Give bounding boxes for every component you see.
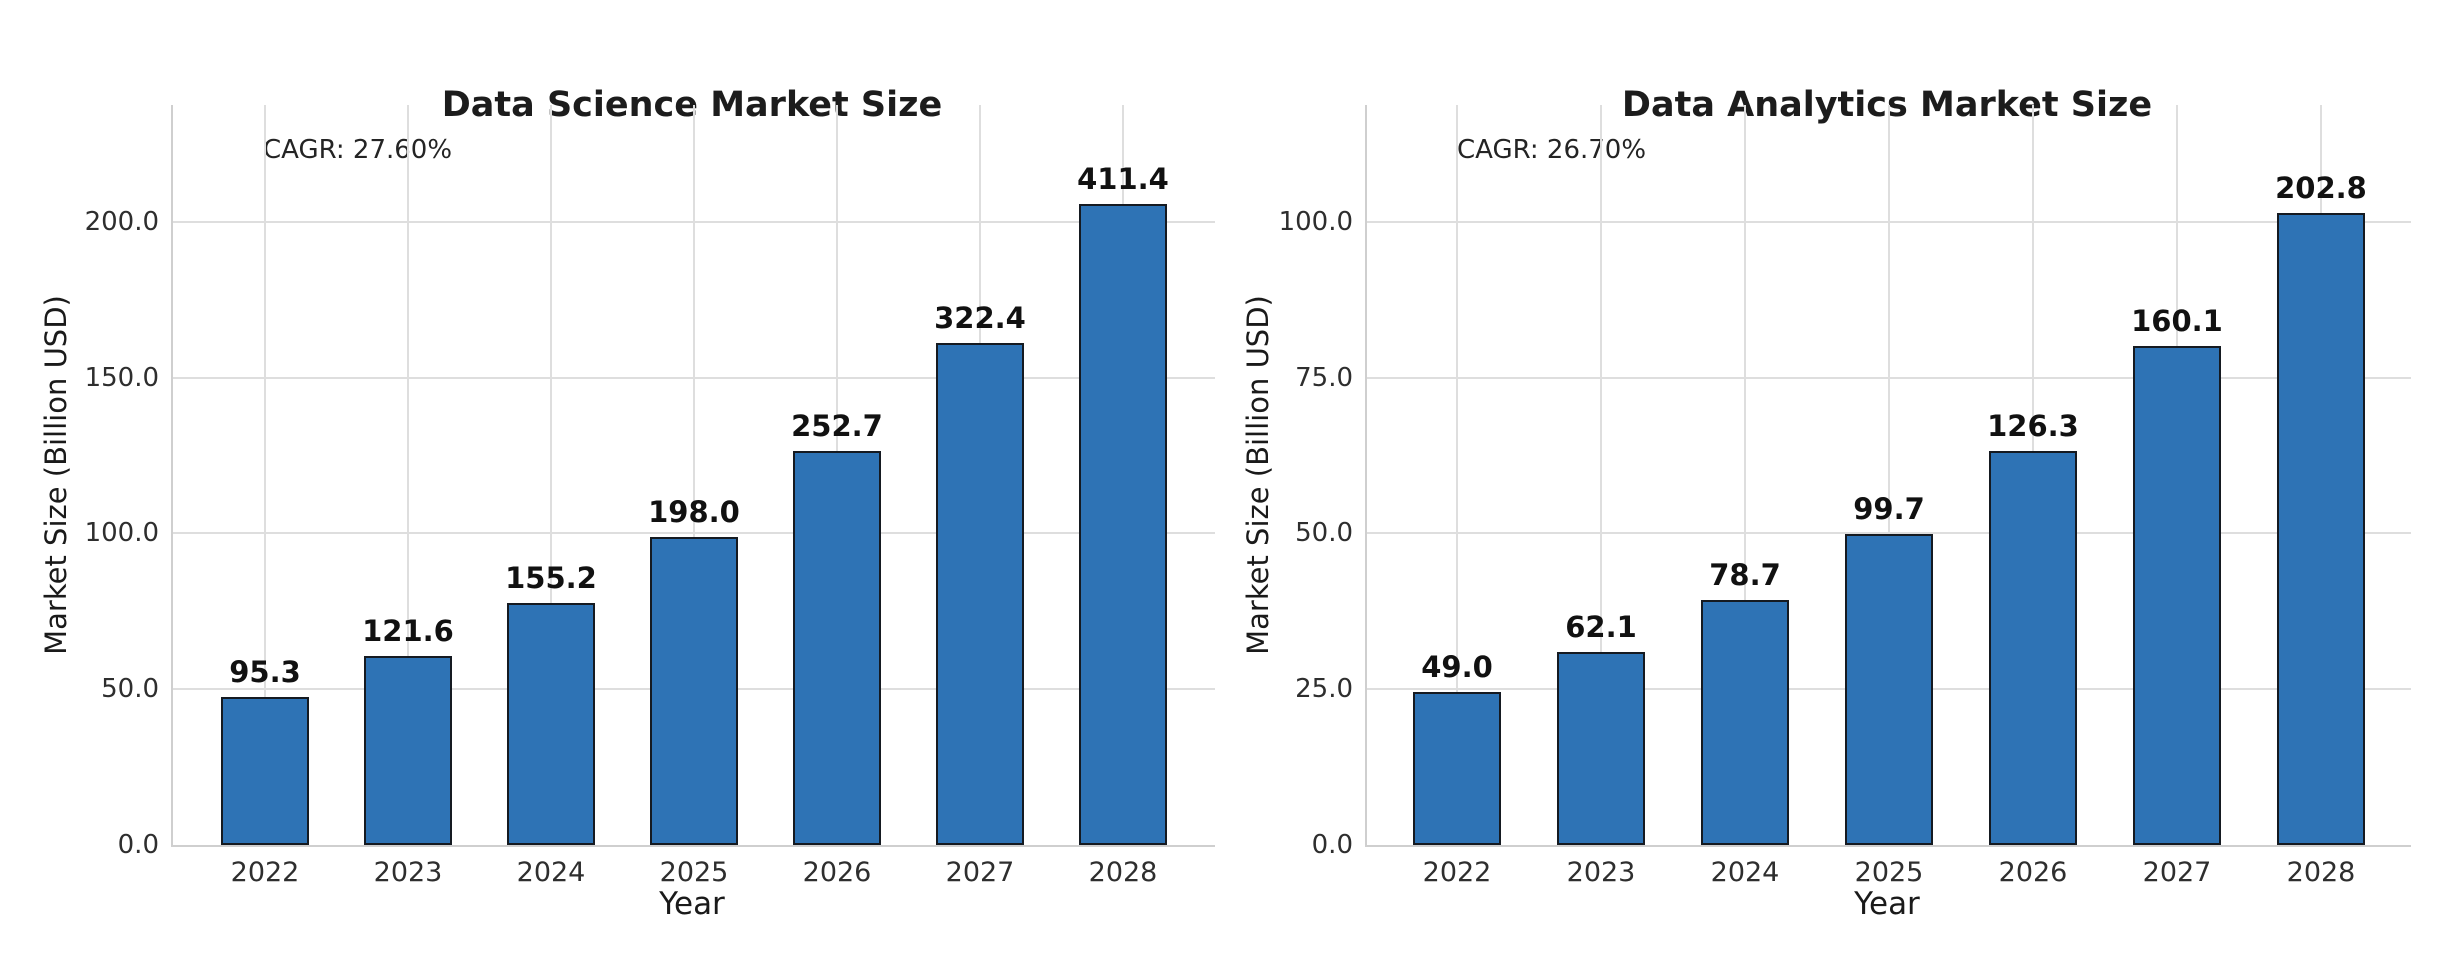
bar-value-label: 95.3 [229,654,301,689]
bar [650,536,738,845]
plot-area: CAGR: 27.60% 0.0 50.0 100.0 150.0 200.0 95.3 2… [85,105,1215,888]
y-tick-label: 50.0 [1295,518,1353,549]
x-tick-label: 2025 [1854,857,1924,888]
v-gridline [1600,105,1602,845]
chart-title: Data Analytics Market Size [1621,85,2153,126]
y-tick-label: 200.0 [84,206,159,237]
bar-value-label: 198.0 [648,494,740,529]
bar [2277,213,2365,845]
x-tick-label: 2027 [2142,857,2212,888]
v-gridline [264,105,266,845]
v-gridline [550,105,552,845]
x-axis-label: Year [1854,886,1920,922]
x-tick-label: 2022 [1422,857,1492,888]
bar [1845,534,1933,845]
v-gridline [1456,105,1458,845]
plot-area: CAGR: 26.70% 0.0 25.0 50.0 75.0 100.0 49.0 202… [1279,105,2411,888]
v-gridline [1744,105,1746,845]
bar-value-label: 49.0 [1421,650,1493,685]
bar [1701,599,1789,845]
x-tick-label: 2027 [945,857,1015,888]
bar [793,451,881,845]
y-axis-label: Market Size (Billion USD) [1241,295,1275,655]
bar [1989,451,2077,845]
y-tick-label: 150.0 [84,362,159,393]
x-tick-label: 2025 [659,857,729,888]
bar [1413,692,1501,845]
bar-value-label: 126.3 [1987,409,2079,444]
bar-value-label: 155.2 [505,561,597,596]
bar-value-label: 252.7 [791,409,883,444]
chart-title: Data Science Market Size [441,85,943,126]
x-tick-label: 2028 [1088,857,1158,888]
x-tick-label: 2024 [516,857,586,888]
bar-value-label: 62.1 [1565,609,1637,644]
v-gridline [407,105,409,845]
y-tick-label: 75.0 [1295,362,1353,393]
x-tick-label: 2028 [2286,857,2356,888]
bar [936,342,1024,845]
y-tick-label: 50.0 [101,674,159,705]
bar [1079,204,1167,845]
x-tick-label: 2024 [1710,857,1780,888]
bar-value-label: 99.7 [1853,492,1925,527]
bar-value-label: 160.1 [2131,304,2223,339]
bar [2133,346,2221,845]
x-tick-label: 2023 [1566,857,1636,888]
bar-value-label: 322.4 [934,300,1026,335]
cagr-annotation: CAGR: 26.70% [1457,135,1647,165]
x-axis-label: Year [659,886,725,922]
bar-value-label: 121.6 [362,613,454,648]
v-gridline [693,105,695,845]
bar [221,696,309,845]
x-tick-label: 2023 [373,857,443,888]
v-gridline [1888,105,1890,845]
bar [364,655,452,845]
bar-value-label: 78.7 [1709,557,1781,592]
bar-value-label: 202.8 [2275,171,2367,206]
bar [1557,651,1645,845]
bar-value-label: 411.4 [1077,162,1169,197]
y-tick-label: 100.0 [84,518,159,549]
y-tick-label: 0.0 [117,830,159,860]
bar [507,603,595,845]
x-tick-label: 2026 [1998,857,2068,888]
x-tick-label: 2022 [230,857,300,888]
y-tick-label: 0.0 [1311,830,1353,860]
y-tick-label: 25.0 [1295,674,1353,705]
y-tick-label: 100.0 [1278,206,1353,237]
x-tick-label: 2026 [802,857,872,888]
cagr-annotation: CAGR: 27.60% [263,135,453,165]
